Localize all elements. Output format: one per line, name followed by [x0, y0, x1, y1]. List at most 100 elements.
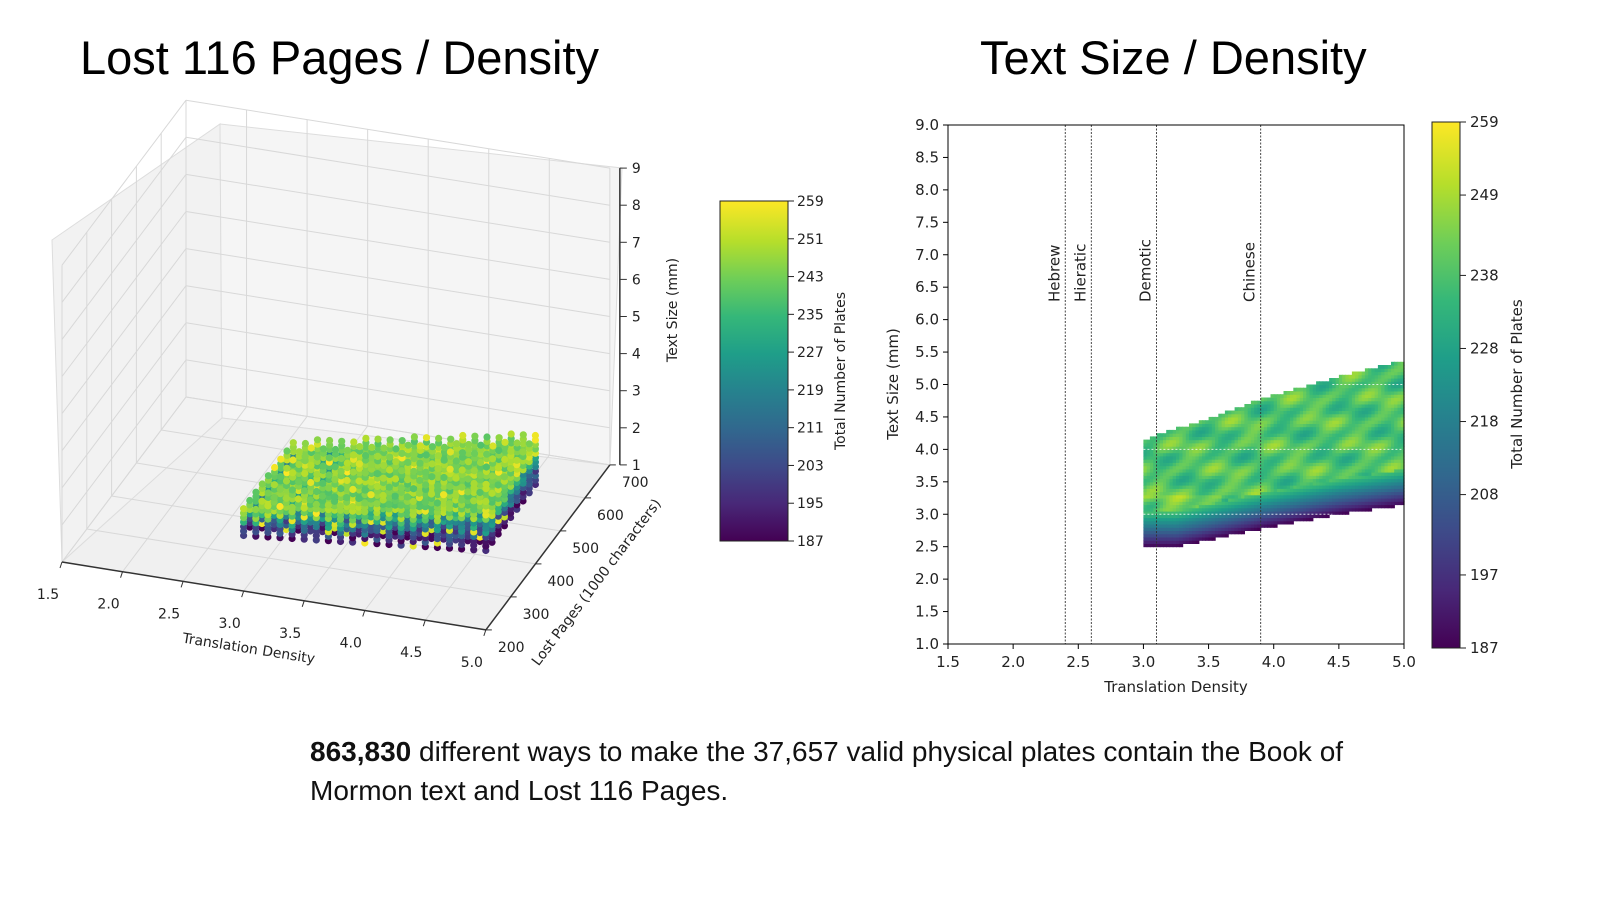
scatter-point [338, 437, 346, 445]
scatter-point [362, 452, 370, 460]
scatter-3d-chart: 1.52.02.53.03.54.04.55.02003004005006007… [37, 99, 849, 671]
scatter-point [422, 434, 431, 442]
scatter-point [313, 453, 321, 461]
heatmap-cell [1273, 524, 1278, 528]
scatter-point [458, 449, 467, 457]
x-tick [59, 561, 63, 569]
x-tick-label: 1.5 [37, 587, 59, 603]
x-tick-label: 3.0 [219, 616, 241, 632]
scatter-point [483, 433, 491, 441]
scatter-point [435, 434, 443, 442]
scatter-point [525, 440, 533, 448]
scatter-point [495, 434, 503, 442]
scatter-point [471, 432, 479, 440]
heatmap-cell [1211, 537, 1216, 541]
chart-title-heatmap: Text Size / Density [980, 31, 1367, 84]
scatter-point [349, 451, 358, 459]
grid-line [61, 248, 187, 414]
scatter-point [374, 452, 382, 460]
x-tick [301, 600, 305, 607]
scatter-point [519, 431, 527, 439]
heatmap-cell [1241, 530, 1245, 535]
x-tick-label: 5.0 [461, 655, 483, 671]
scatter-point [404, 441, 412, 449]
grid-line [61, 396, 187, 563]
x-tick-label: 2.0 [97, 597, 119, 613]
y-tick-label: 600 [597, 508, 624, 524]
scatter-point [331, 445, 340, 454]
grid-line [185, 211, 610, 280]
grid-line [182, 416, 308, 582]
grid-line [185, 396, 610, 466]
x-tick [483, 629, 487, 637]
scatter-point [398, 437, 406, 445]
z-tick-label: 1 [632, 458, 641, 474]
grid-line [61, 99, 187, 266]
z-tick-label: 2 [632, 421, 641, 437]
grid-line [86, 528, 511, 598]
scatter-point [374, 435, 382, 443]
y-tick-label: 200 [498, 640, 525, 656]
z-tick-label: 4 [632, 347, 641, 363]
scatter-point [289, 439, 297, 447]
z-tick-label: 8 [632, 198, 641, 214]
scatter-point [410, 433, 418, 441]
scatter-point [283, 447, 291, 455]
scatter-point [459, 431, 467, 440]
x-tick [120, 571, 124, 578]
scatter-point [416, 442, 424, 450]
x-tick-label: 2.5 [158, 606, 180, 622]
grid-line [61, 285, 187, 452]
scatter-point [350, 438, 358, 446]
scatter-point [301, 439, 309, 448]
x-tick [180, 581, 184, 588]
z-tick-label: 3 [632, 384, 641, 400]
scatter-point [410, 450, 418, 458]
z-tick-label: 7 [632, 235, 641, 251]
x-tick [241, 590, 245, 598]
scatter-point [362, 434, 370, 442]
scatter-point [307, 444, 315, 452]
y-axis-line [485, 464, 611, 631]
grid-line [185, 99, 610, 169]
scatter-point [398, 449, 406, 457]
heatmap-cell [1325, 514, 1330, 519]
scatter-point [489, 442, 497, 450]
grid-line [185, 285, 610, 355]
grid-line [185, 248, 610, 317]
scatter-point [446, 448, 454, 456]
scatter-point [277, 455, 285, 463]
grid-line [185, 136, 610, 206]
scatter-point [531, 431, 540, 440]
y-tick-label: 700 [622, 475, 649, 491]
y-tick-label: 400 [547, 574, 574, 590]
grid-line [61, 322, 187, 489]
scatter-points [240, 430, 540, 555]
scatter-point [386, 436, 394, 444]
scatter-point [380, 444, 388, 452]
scatter-point [368, 443, 376, 451]
x-axis-line [61, 561, 486, 631]
grid-line [61, 136, 187, 303]
scatter-point [295, 448, 303, 456]
y-tick-label: 500 [572, 541, 599, 557]
scatter-point [319, 445, 327, 453]
z-tick-label: 6 [632, 272, 641, 288]
scatter-point [392, 445, 400, 453]
grid-line [61, 211, 187, 377]
scatter-point [325, 454, 333, 462]
chart-title-3d: Lost 116 Pages / Density [80, 31, 600, 84]
grid-line [61, 174, 187, 340]
grid-line [61, 359, 187, 526]
scatter-point [453, 440, 461, 448]
grid-line [185, 173, 610, 243]
scatter-point [434, 452, 442, 460]
grid-line [122, 406, 247, 573]
scatter-point [422, 451, 430, 459]
z-tick-label: 5 [632, 310, 641, 326]
scatter-point [507, 430, 515, 438]
scatter-point [477, 441, 485, 449]
heatmap-chart: Hebrew Hieratic Demotic Chinese 1.5 2.0 2.5 3.… [884, 113, 1526, 696]
scatter-point [301, 452, 309, 460]
scatter-point [289, 456, 297, 464]
